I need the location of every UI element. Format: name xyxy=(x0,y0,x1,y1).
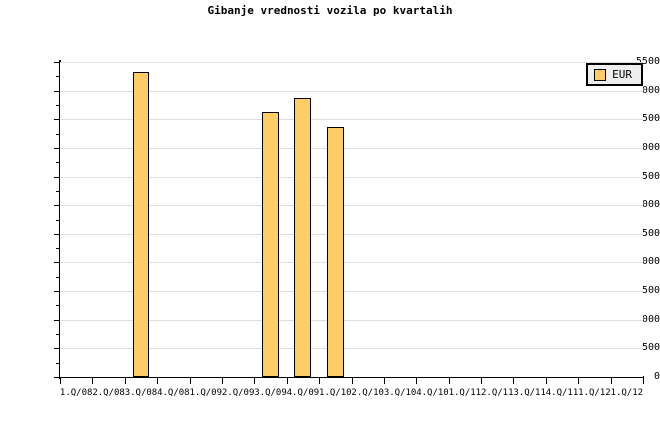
x-axis-label: 1.Q/08 xyxy=(59,388,93,398)
y-axis-label: 500 xyxy=(641,342,660,354)
x-axis-tick xyxy=(92,378,93,384)
x-axis-tick xyxy=(319,378,320,384)
y-axis-label: 4000 xyxy=(635,141,660,153)
y-axis-minor-tick xyxy=(56,362,60,364)
y-axis-minor-tick xyxy=(56,305,60,307)
gridline xyxy=(60,205,643,207)
x-axis-tick xyxy=(449,378,450,384)
gridline xyxy=(60,319,643,321)
y-axis-minor-tick xyxy=(56,76,60,78)
y-axis-label: 1500 xyxy=(635,285,660,297)
x-axis-label: 1.Q/12 xyxy=(578,388,611,398)
y-axis-tick xyxy=(54,262,60,264)
y-axis-label: 2000 xyxy=(635,256,660,268)
x-axis-label: 4.Q/11 xyxy=(545,388,579,398)
x-axis-label: 1.Q/11 xyxy=(448,388,482,398)
x-axis-tick xyxy=(578,378,579,384)
x-axis-tick xyxy=(481,378,482,384)
bar[interactable] xyxy=(262,112,279,377)
y-axis-label: 5000 xyxy=(635,84,660,96)
gridline xyxy=(60,147,643,149)
gridline xyxy=(60,90,643,92)
y-axis-tick xyxy=(54,119,60,121)
x-axis-label: 3.Q/11 xyxy=(513,388,546,398)
y-axis-minor-tick xyxy=(56,219,60,221)
x-axis-label: 2.Q/08 xyxy=(92,388,125,398)
y-axis-label: 3500 xyxy=(635,170,660,182)
x-axis-label: 4.Q/09 xyxy=(286,388,320,398)
y-axis-minor-tick xyxy=(56,248,60,250)
y-axis-tick xyxy=(54,176,60,178)
gridline xyxy=(60,233,643,235)
gridline xyxy=(60,119,643,121)
y-axis-minor-tick xyxy=(56,190,60,192)
y-axis-minor-tick xyxy=(56,162,60,164)
x-axis-tick xyxy=(190,378,191,384)
y-axis-minor-tick xyxy=(56,276,60,278)
x-axis-label: 4.Q/10 xyxy=(416,388,449,398)
bar[interactable] xyxy=(326,126,344,377)
x-axis-tick xyxy=(352,378,353,384)
x-axis-tick xyxy=(416,378,417,384)
legend-swatch-eur xyxy=(594,68,607,81)
gridline xyxy=(60,62,643,63)
x-axis-label: 4.Q/08 xyxy=(157,388,190,398)
y-axis-tick xyxy=(54,205,60,207)
y-axis-label: 5500 xyxy=(635,56,660,67)
y-axis-tick xyxy=(54,291,60,293)
y-axis-label: 1000 xyxy=(635,313,660,325)
y-axis-minor-tick xyxy=(56,133,60,135)
x-axis-tick xyxy=(254,378,255,384)
y-axis-label: 0 xyxy=(653,371,660,382)
x-axis-tick xyxy=(287,378,288,384)
x-axis-label: 3.Q/09 xyxy=(254,388,287,398)
x-axis-tick xyxy=(157,378,158,384)
x-axis-label: 3.Q/10 xyxy=(383,388,417,398)
y-axis-minor-tick xyxy=(56,104,60,106)
y-axis-tick xyxy=(54,348,60,350)
chart-legend[interactable]: EUR xyxy=(586,63,643,86)
x-axis-label: 1.Q/09 xyxy=(189,388,222,398)
y-axis-label: 2500 xyxy=(635,227,660,239)
y-axis-label: 4500 xyxy=(635,113,660,125)
x-axis-tick xyxy=(125,378,126,384)
x-axis-tick xyxy=(222,378,223,384)
y-axis-tick xyxy=(54,319,60,321)
plot-area xyxy=(60,62,643,377)
gridline xyxy=(60,291,643,293)
chart-title: Gibanje vrednosti vozila po kvartalih xyxy=(207,4,453,17)
y-axis-tick xyxy=(54,147,60,149)
bar[interactable] xyxy=(132,71,150,377)
x-axis-tick xyxy=(384,378,385,384)
x-axis-label: 2.Q/10 xyxy=(351,388,384,398)
legend-label-eur: EUR xyxy=(612,68,632,81)
gridline xyxy=(60,262,643,264)
bar[interactable] xyxy=(294,97,312,377)
gridline xyxy=(60,176,643,178)
gridline xyxy=(60,348,643,350)
y-axis-tick xyxy=(54,233,60,235)
y-axis-tick xyxy=(54,62,60,63)
x-axis-tick xyxy=(611,378,612,384)
x-axis-label: 1.Q/10 xyxy=(319,388,352,398)
x-axis-label: 1.Q/12 xyxy=(610,388,644,398)
x-axis-tick xyxy=(643,378,644,384)
x-axis-label: 2.Q/11 xyxy=(480,388,514,398)
x-axis-tick xyxy=(546,378,547,384)
y-axis-tick xyxy=(54,90,60,92)
x-axis-tick xyxy=(513,378,514,384)
y-axis-minor-tick xyxy=(56,334,60,336)
x-axis-label: 2.Q/09 xyxy=(221,388,255,398)
x-axis-label: 3.Q/08 xyxy=(124,388,158,398)
y-axis-tick xyxy=(54,377,60,378)
x-axis-tick xyxy=(60,378,61,384)
y-axis-label: 3000 xyxy=(635,199,660,211)
x-axis-line xyxy=(59,376,644,378)
